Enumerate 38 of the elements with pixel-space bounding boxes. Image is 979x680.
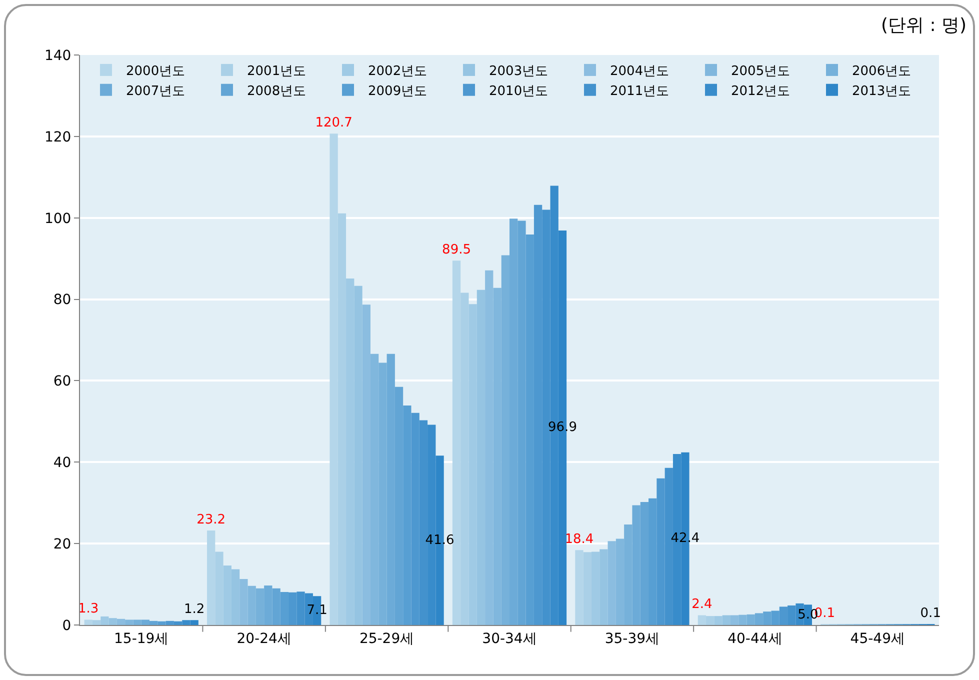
y-tick-label: 60 [53, 374, 72, 390]
legend-label: 2003년도 [489, 64, 548, 80]
data-label: 0.1 [920, 606, 941, 621]
y-tick-label: 0 [62, 618, 72, 634]
x-tick-label: 45-49세 [850, 630, 905, 647]
data-label: 23.2 [196, 512, 226, 528]
legend-label: 2005년도 [731, 64, 790, 80]
legend-label: 2000년도 [126, 64, 186, 80]
legend-label: 2010년도 [489, 84, 548, 99]
legend-label: 2008년도 [247, 84, 306, 99]
x-tick-label: 40-44세 [728, 630, 782, 647]
legend-label: 2009년도 [368, 84, 428, 99]
data-label: 120.7 [315, 116, 352, 131]
legend-label: 2004년도 [610, 64, 670, 80]
data-label: 1.3 [78, 602, 99, 617]
x-tick-label: 25-29세 [359, 630, 414, 647]
y-tick-label: 100 [44, 210, 72, 227]
y-tick-label: 140 [44, 48, 72, 64]
y-tick-label: 80 [53, 292, 72, 308]
data-label: 89.5 [442, 242, 471, 258]
y-tick-label: 40 [53, 455, 72, 472]
legend-label: 2013년도 [852, 84, 912, 99]
x-tick-label: 30-34세 [482, 630, 537, 647]
y-tick-label: 120 [44, 129, 72, 146]
data-label: 18.4 [564, 532, 594, 548]
x-tick-label: 15-19세 [114, 630, 169, 647]
legend-label: 2006년도 [852, 64, 912, 80]
legend-label: 2002년도 [368, 64, 428, 80]
legend-label: 2012년도 [731, 84, 790, 99]
legend-label: 2011년도 [610, 84, 670, 99]
data-label: 1.2 [184, 602, 205, 618]
x-tick-label: 35-39세 [604, 630, 660, 647]
y-tick-label: 20 [53, 536, 72, 552]
text: (단위 : 명) [881, 15, 967, 36]
legend-label: 2001년도 [247, 64, 306, 80]
legend-label: 2007년도 [126, 84, 186, 99]
x-tick-label: 20-24세 [236, 630, 292, 647]
data-label: 2.4 [692, 597, 712, 612]
